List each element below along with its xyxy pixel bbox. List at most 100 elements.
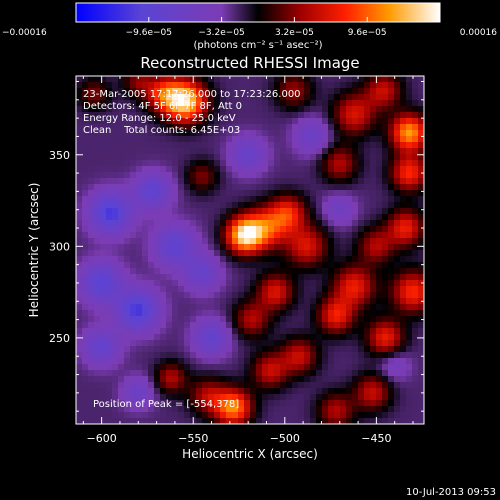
heatmap-cell (220, 208, 227, 215)
heatmap-cell (142, 118, 149, 125)
heatmap-cell (226, 106, 233, 113)
heatmap-cell (364, 412, 371, 419)
heatmap-cell (370, 412, 377, 419)
heatmap-cell (268, 148, 275, 155)
heatmap-cell (400, 322, 407, 329)
heatmap-cell (358, 166, 365, 173)
heatmap-cell (100, 178, 107, 185)
heatmap-cell (124, 280, 131, 287)
heatmap-cell (124, 124, 131, 131)
heatmap-cell (106, 316, 113, 323)
heatmap-cell (364, 238, 371, 245)
heatmap-cell (316, 208, 323, 215)
heatmap-cell (202, 112, 209, 119)
heatmap-cell (172, 298, 179, 305)
heatmap-cell (292, 352, 299, 359)
heatmap-cell (406, 142, 413, 149)
heatmap-cell (244, 184, 251, 191)
heatmap-cell (124, 136, 131, 143)
heatmap-cell (256, 370, 263, 377)
heatmap-cell (106, 178, 113, 185)
heatmap-cell (364, 382, 371, 389)
heatmap-cell (136, 316, 143, 323)
heatmap-cell (88, 202, 95, 209)
heatmap-cell (352, 148, 359, 155)
heatmap-cell (412, 364, 419, 371)
heatmap-cell (118, 412, 125, 419)
heatmap-cell (76, 412, 83, 419)
heatmap-cell (328, 280, 335, 287)
heatmap-cell (238, 154, 245, 161)
heatmap-cell (238, 358, 245, 365)
heatmap-cell (358, 400, 365, 407)
heatmap-cell (406, 178, 413, 185)
heatmap-cell (382, 286, 389, 293)
heatmap-cell (166, 280, 173, 287)
heatmap-cell (346, 418, 353, 425)
heatmap-cell (334, 388, 341, 395)
heatmap-cell (328, 370, 335, 377)
heatmap-cell (232, 238, 239, 245)
heatmap-cell (196, 166, 203, 173)
heatmap-cell (262, 322, 269, 329)
heatmap-cell (142, 304, 149, 311)
heatmap-cell (322, 178, 329, 185)
heatmap-cell (220, 304, 227, 311)
heatmap-cell (166, 244, 173, 251)
heatmap-cell (328, 298, 335, 305)
heatmap-cell (418, 160, 425, 167)
heatmap-cell (118, 208, 125, 215)
heatmap-cell (196, 238, 203, 245)
heatmap-cell (328, 88, 335, 95)
heatmap-cell (274, 412, 281, 419)
heatmap-cell (148, 238, 155, 245)
heatmap-cell (124, 94, 131, 101)
heatmap-cell (106, 340, 113, 347)
heatmap-cell (256, 418, 263, 425)
heatmap-cell (118, 118, 125, 125)
heatmap-cell (214, 340, 221, 347)
heatmap-cell (316, 226, 323, 233)
heatmap-cell (82, 322, 89, 329)
heatmap-cell (106, 370, 113, 377)
heatmap-cell (418, 106, 425, 113)
heatmap-cell (262, 232, 269, 239)
heatmap-cell (142, 112, 149, 119)
heatmap-cell (328, 142, 335, 149)
heatmap-cell (292, 280, 299, 287)
heatmap-cell (274, 292, 281, 299)
heatmap-cell (388, 184, 395, 191)
heatmap-cell (190, 142, 197, 149)
heatmap-cell (298, 334, 305, 341)
heatmap-cell (376, 280, 383, 287)
heatmap-cell (310, 208, 317, 215)
heatmap-cell (346, 286, 353, 293)
heatmap-cell (202, 400, 209, 407)
heatmap-cell (376, 118, 383, 125)
heatmap-cell (172, 238, 179, 245)
heatmap-cell (274, 370, 281, 377)
heatmap-cell (142, 190, 149, 197)
heatmap-cell (100, 334, 107, 341)
heatmap-cell (310, 310, 317, 317)
heatmap-cell (418, 124, 425, 131)
heatmap-cell (310, 142, 317, 149)
heatmap-cell (328, 310, 335, 317)
heatmap-cell (322, 364, 329, 371)
heatmap-cell (364, 316, 371, 323)
heatmap-cell (130, 364, 137, 371)
heatmap-cell (310, 346, 317, 353)
heatmap-cell (376, 124, 383, 131)
heatmap-cell (250, 196, 257, 203)
heatmap-cell (418, 340, 425, 347)
heatmap-cell (262, 214, 269, 221)
heatmap-cell (226, 232, 233, 239)
heatmap-cell (340, 100, 347, 107)
heatmap-cell (268, 304, 275, 311)
heatmap-cell (418, 364, 425, 371)
heatmap-cell (148, 100, 155, 107)
heatmap-cell (250, 106, 257, 113)
heatmap-cell (148, 148, 155, 155)
heatmap-cell (316, 310, 323, 317)
heatmap-cell (268, 82, 275, 89)
